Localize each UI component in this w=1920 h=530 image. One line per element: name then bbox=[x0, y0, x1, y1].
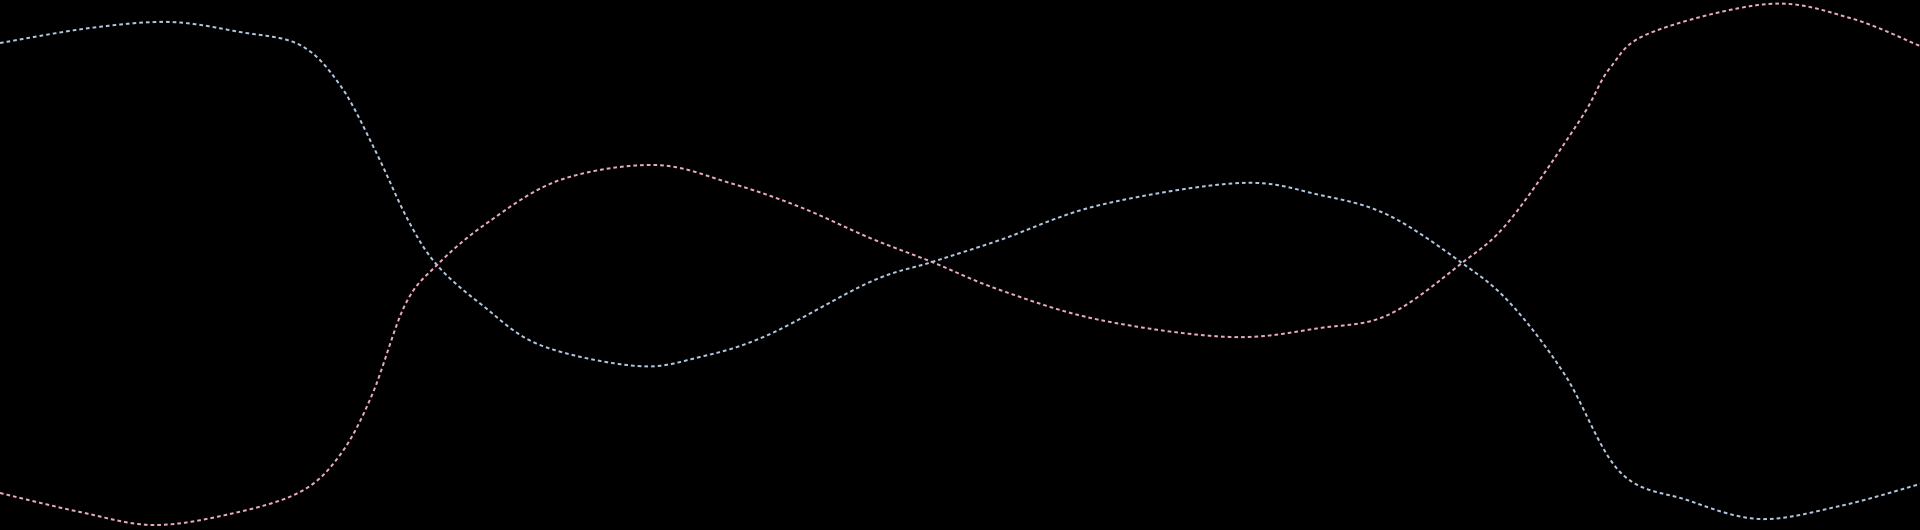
blue-dashed-curve bbox=[0, 20, 1920, 521]
